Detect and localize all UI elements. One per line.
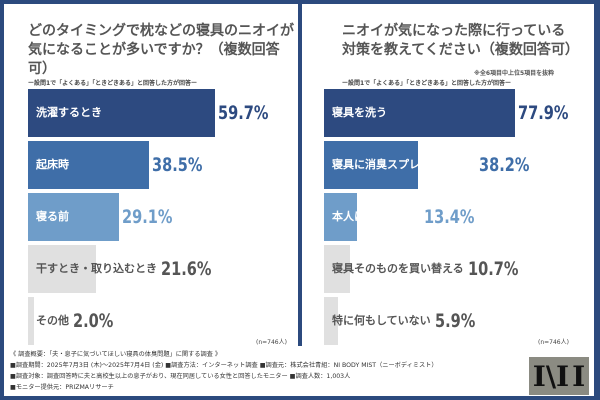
bar — [324, 193, 357, 241]
bar-value-label: 2.0% — [73, 310, 114, 332]
survey-footer: 《 調査概要：「夫・息子に気づいてほしい寝具の体臭問題」に関する調査 》 ■調査… — [4, 346, 594, 396]
footer-line: ■モニター提供元：PRIZMAリサーチ — [10, 384, 114, 391]
bar-value-label: 5.9% — [435, 310, 476, 332]
bar-label: 寝具に消臭スプレーをかける — [332, 158, 475, 171]
bar-value-label: 38.5% — [151, 154, 202, 176]
bar-value-label: 29.1% — [122, 206, 173, 228]
bar — [28, 89, 215, 137]
bar — [324, 245, 351, 293]
footer-line: ■調査対象：調査回答時に夫と高校生以上の息子がおり、現在同居している女性と回答し… — [10, 373, 351, 380]
bar-label: その他 — [36, 314, 69, 327]
footer-line: 《 調査概要：「夫・息子に気づいてほしい寝具の体臭問題」に関する調査 》 — [10, 351, 222, 358]
sample-size-note: (n=746人) — [256, 339, 287, 346]
bar-value-label: 77.9% — [517, 102, 569, 124]
bar-label: 洗濯するとき — [36, 106, 102, 119]
right-chart-panel: ニオイが気になった際に行っている対策を教えてください（複数回答可） ※全6項目中… — [302, 4, 594, 346]
chart-subtitle: ー設問1で「よくある」「ときどきある」と回答した方が回答ー — [342, 80, 511, 87]
bar-label: 起床時 — [36, 158, 69, 171]
bar-label: 本人に直接伝える — [332, 210, 420, 223]
brand-logo: I\I I — [529, 357, 589, 395]
chart-title: どのタイミングで枕などの寝具のニオイが気になることが多いですか？（複数回答可） — [28, 23, 294, 77]
bar — [28, 245, 96, 293]
left-chart-panel: どのタイミングで枕などの寝具のニオイが気になることが多いですか？（複数回答可） … — [4, 4, 298, 346]
chart-annotation: ※全6項目中上位5項目を抜粋 — [474, 70, 555, 77]
bar-label: 特に何もしていない — [332, 314, 431, 327]
bar — [324, 141, 418, 189]
bar-label: 寝る前 — [36, 210, 69, 223]
bar — [324, 89, 515, 137]
bar — [324, 297, 339, 345]
chart-title: ニオイが気になった際に行っている対策を教えてください（複数回答可） — [342, 23, 579, 58]
bar-label: 寝具を洗う — [332, 106, 387, 119]
chart-subtitle: ー設問1で「よくある」「ときどきある」と回答した方が回答ー — [28, 80, 197, 87]
bar-label: 寝具そのものを買い替える — [332, 262, 464, 275]
bar — [28, 193, 120, 241]
footer-line: ■調査期間：2025年7月3日 (木)〜2025年7月4日 (金) ■調査方法：… — [10, 362, 438, 369]
sample-size-note: (n=746人) — [538, 339, 569, 346]
bar-value-label: 59.7% — [217, 102, 269, 124]
bar-label: 干すとき・取り込むとき — [36, 262, 157, 275]
bar — [28, 297, 35, 345]
bar-value-label: 10.7% — [468, 258, 519, 280]
bar-value-label: 13.4% — [424, 206, 475, 228]
bar-value-label: 21.6% — [161, 258, 212, 280]
bar — [28, 141, 149, 189]
bar-value-label: 38.2% — [479, 154, 530, 176]
